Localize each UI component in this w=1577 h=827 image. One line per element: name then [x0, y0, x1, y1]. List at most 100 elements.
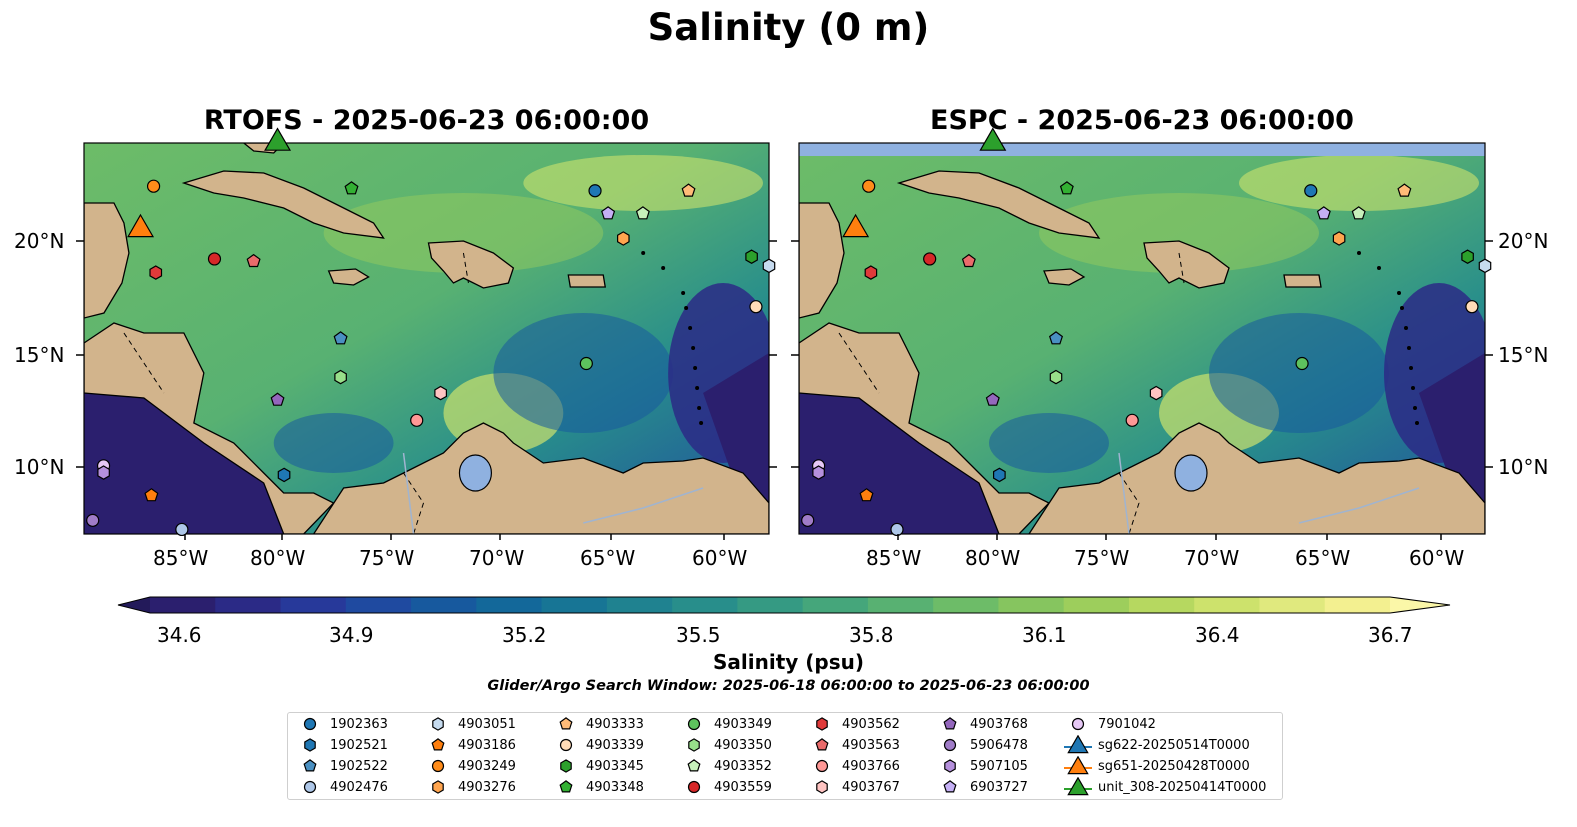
colorbar-swatch	[1324, 597, 1391, 613]
colorbar-tick: 34.6	[157, 623, 202, 647]
lon-label-65w-rtofs: 65°W	[580, 546, 636, 570]
legend-symbol	[944, 759, 956, 773]
colorbar-swatch	[998, 597, 1065, 613]
observation-marker-1902363	[588, 184, 602, 198]
legend-label: 5907105	[970, 758, 1028, 774]
legend-item: 4903562	[808, 714, 900, 734]
colorbar-swatch	[1128, 597, 1195, 613]
observation-marker-4903333	[681, 183, 696, 197]
legend-label: sg651-20250428T0000	[1098, 758, 1250, 774]
legend-marker-triangle	[1064, 756, 1092, 775]
observation-marker-4903768	[270, 392, 285, 406]
legend-label: 4903767	[842, 779, 900, 795]
observation-marker-unit_308-20250414T0000	[264, 127, 292, 151]
espc-map	[798, 127, 1492, 537]
observation-marker-1902521	[277, 467, 291, 483]
observation-marker-6903727	[1316, 206, 1331, 220]
observation-marker-4903766	[1125, 413, 1139, 427]
legend-symbol	[560, 759, 572, 773]
observation-marker-4903186	[144, 488, 159, 502]
observation-marker-6903727	[601, 206, 616, 220]
observation-marker-4903339	[749, 300, 763, 314]
legend-item: 4903767	[808, 777, 900, 797]
lat-label-10n-left: 10°N	[14, 455, 65, 479]
colorbar-tick: 34.9	[329, 623, 374, 647]
legend-marker-circle	[303, 717, 317, 731]
legend-marker-hexagon	[432, 780, 444, 794]
legend-symbol	[1067, 735, 1089, 754]
legend-label: 4903249	[458, 758, 516, 774]
legend-label: 1902522	[330, 758, 388, 774]
legend-marker-pentagon	[815, 738, 829, 751]
legend-marker-hexagon	[816, 780, 828, 794]
observation-marker-4903051	[762, 258, 776, 274]
observation-marker-4903345	[1461, 249, 1474, 264]
legend-symbol	[431, 738, 445, 751]
observation-marker-4903559	[207, 252, 222, 266]
colorbar-swatch	[933, 597, 999, 613]
legend-marker-circle	[687, 717, 701, 731]
observation-marker-4902476	[175, 522, 189, 537]
legend-symbol	[1067, 756, 1089, 775]
legend-label: 4903768	[970, 716, 1028, 732]
legend-item: 4903186	[424, 735, 516, 755]
observation-marker-4903276	[1332, 231, 1346, 246]
legend-item: 4903339	[552, 735, 644, 755]
legend-symbol	[815, 759, 829, 773]
legend-label: 5906478	[970, 737, 1028, 753]
legend-marker-circle	[303, 780, 317, 794]
legend-symbol	[943, 717, 957, 730]
observation-marker-4903249	[146, 179, 161, 193]
legend-symbol	[816, 717, 828, 731]
observation-marker-4903348	[1059, 181, 1074, 195]
lat-label-15n-left: 15°N	[14, 343, 65, 367]
legend-item: 4903352	[680, 756, 772, 776]
legend-item: 6903727	[936, 777, 1028, 797]
lon-label-70w-rtofs: 70°W	[469, 546, 525, 570]
observation-marker-5906478	[86, 513, 100, 527]
observation-marker-4903276	[616, 231, 630, 246]
observation-marker-4903767	[1149, 385, 1163, 401]
observation-marker-4903249	[862, 179, 876, 193]
colorbar-tick: 36.4	[1195, 623, 1240, 647]
legend-marker-pentagon	[559, 717, 573, 730]
legend-label: 4903345	[586, 758, 644, 774]
legend-marker-pentagon	[687, 759, 701, 772]
legend-symbol	[688, 738, 700, 752]
observation-marker-4903352	[635, 206, 650, 220]
observation-marker-4903348	[344, 181, 359, 195]
legend-label: 1902363	[330, 716, 388, 732]
colorbar-swatch	[606, 597, 673, 613]
colorbar-outline	[117, 596, 1451, 614]
legend-label: 4903186	[458, 737, 516, 753]
legend-symbol	[943, 738, 957, 752]
legend-label: 4903348	[586, 779, 644, 795]
legend-marker-hexagon	[816, 717, 828, 731]
legend-label: 4903562	[842, 716, 900, 732]
lon-label-60w-rtofs: 60°W	[692, 546, 748, 570]
lon-label-65w-espc: 65°W	[1295, 546, 1351, 570]
observation-marker-4903766	[410, 413, 424, 427]
legend-symbol	[303, 717, 317, 731]
legend-marker-pentagon	[559, 780, 573, 793]
legend-symbol	[303, 759, 317, 772]
colorbar-swatch	[215, 597, 282, 613]
legend-symbol	[816, 780, 828, 794]
lon-label-75w-espc: 75°W	[1074, 546, 1130, 570]
lat-label-10n-right: 10°N	[1498, 455, 1549, 479]
colorbar-extend-low	[118, 597, 150, 613]
colorbar-swatch	[1194, 597, 1260, 613]
legend-marker-pentagon	[943, 780, 957, 793]
legend-item: unit_308-20250414T0000	[1064, 777, 1266, 797]
legend-label: 4903350	[714, 737, 772, 753]
legend-marker-circle	[943, 738, 957, 752]
legend-symbol	[687, 759, 701, 772]
colorbar-swatch	[411, 597, 477, 613]
observation-marker-4902476	[890, 522, 904, 537]
observation-marker-5907105	[812, 465, 825, 480]
legend-symbol	[303, 780, 317, 794]
legend: 1902363 1902521 1902522 4902476 4903051 49031…	[287, 712, 1283, 800]
legend-symbol	[687, 717, 701, 731]
legend-item: 4903051	[424, 714, 516, 734]
legend-marker-hexagon	[944, 759, 956, 773]
